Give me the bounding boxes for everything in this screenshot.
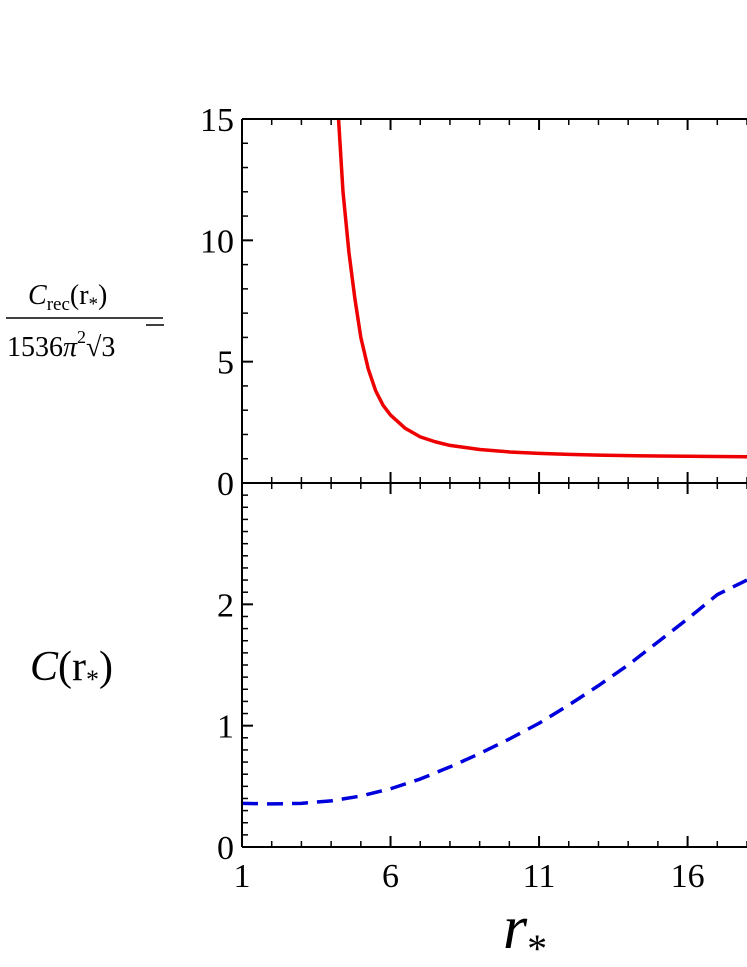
bottom-minor-ticks	[242, 483, 747, 847]
bottom-y-tick-label: 0	[217, 830, 234, 867]
x-axis-label: r*	[503, 894, 547, 967]
top-series	[336, 118, 747, 459]
x-tick-label: 16	[671, 858, 705, 895]
top-minor-ticks	[242, 119, 747, 483]
top-y-tick-label: 15	[200, 102, 234, 139]
x-tick-labels: 1 6 11 16	[234, 858, 705, 895]
x-tick-label: 11	[523, 858, 556, 895]
bottom-series	[241, 578, 747, 806]
bottom-y-tick-label: 1	[217, 709, 234, 746]
bottom-y-tick-label: 2	[217, 587, 234, 624]
top-y-tick-label: 10	[200, 223, 234, 260]
top-series-line-0	[336, 118, 747, 459]
top-y-tick-labels: 0 5 10 15	[200, 102, 234, 503]
x-tick-label: 6	[382, 858, 399, 895]
top-ylabel-numerator: Crec(r*)	[28, 280, 107, 315]
top-y-tick-label: 5	[217, 345, 234, 382]
top-y-tick-label: 0	[217, 466, 234, 503]
x-tick-label: 1	[234, 858, 251, 895]
top-ylabel-denominator: 1536π2√3	[7, 327, 115, 363]
bottom-panel: 012 1 6 11 16	[217, 482, 747, 895]
top-panel: 0 5 10 15	[200, 102, 747, 503]
top-major-ticks	[241, 118, 689, 484]
bottom-major-ticks	[241, 483, 689, 848]
top-y-axis-label: Crec(r*) 1536π2√3	[6, 280, 164, 363]
bottom-y-axis-label: C(r*)	[30, 644, 113, 694]
bottom-series-line-0	[241, 578, 747, 806]
bottom-y-tick-labels: 0 1 2	[217, 587, 234, 867]
